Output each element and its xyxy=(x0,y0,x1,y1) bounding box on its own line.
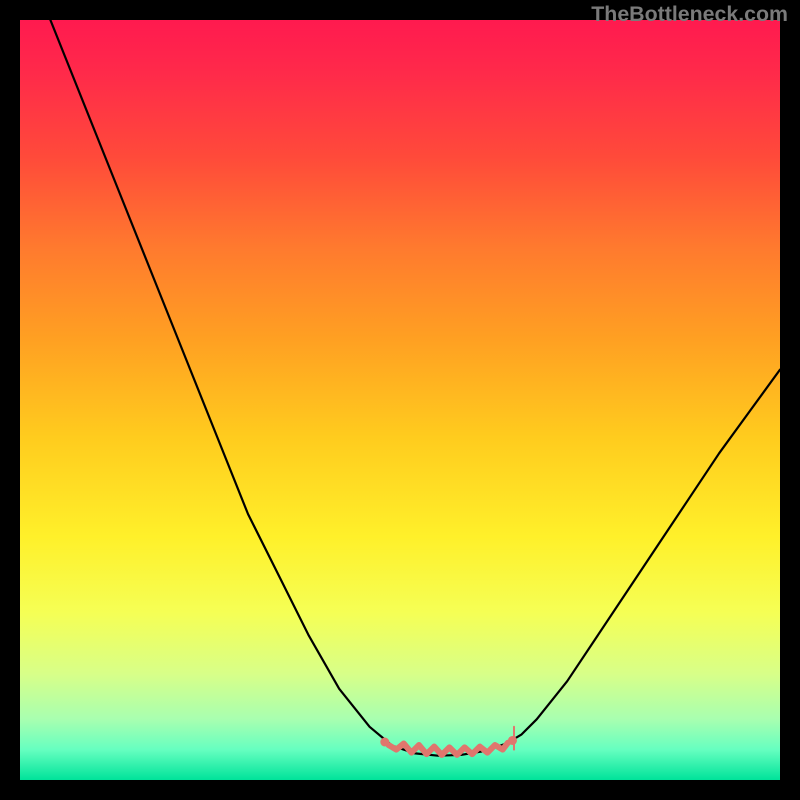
gradient-background xyxy=(20,20,780,780)
plot-area xyxy=(20,20,780,780)
bottom-marker-dot-1 xyxy=(508,736,517,745)
watermark-text: TheBottleneck.com xyxy=(591,2,788,27)
figure-root: TheBottleneck.com xyxy=(0,0,800,800)
bottom-marker-dot-0 xyxy=(380,738,389,747)
plot-svg xyxy=(20,20,780,780)
